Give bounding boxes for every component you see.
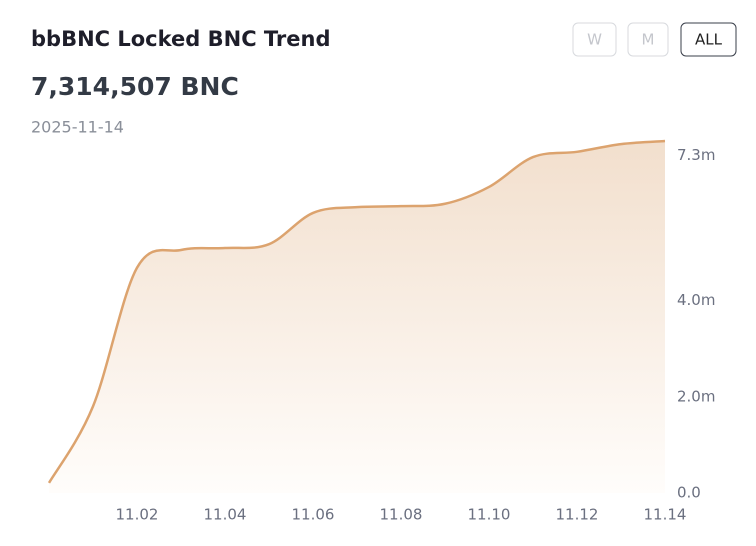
range-button[interactable]: ALL: [680, 22, 737, 57]
x-tick-label: 11.12: [556, 506, 599, 524]
button-bg: [572, 22, 617, 57]
y-tick-label: 4.0m: [677, 291, 715, 309]
x-tick-label: 11.08: [380, 506, 423, 524]
button-label: W: [587, 31, 602, 49]
line: [47, 139, 666, 484]
button-bg: [627, 22, 669, 57]
x-tick-label: 11.04: [204, 506, 247, 524]
x-tick-label: 11.06: [292, 506, 335, 524]
range-button[interactable]: W: [572, 22, 617, 57]
y-tick-label: 7.3m: [677, 146, 715, 164]
y-tick-label: 2.0m: [677, 387, 715, 405]
button-bg: [680, 22, 737, 57]
date: 2025-11-14: [31, 118, 124, 137]
x-tick-label: 11.14: [644, 506, 687, 524]
button-label: M: [642, 31, 655, 49]
area-fill: [49, 141, 665, 493]
title: bbBNC Locked BNC Trend: [31, 27, 331, 51]
x-tick-label: 11.02: [116, 506, 159, 524]
button-label: ALL: [695, 31, 723, 49]
y-tick-label: 0.0: [677, 484, 701, 502]
total: 7,314,507 BNC: [31, 72, 239, 101]
x-tick-label: 11.10: [468, 506, 511, 524]
range-button[interactable]: M: [627, 22, 669, 57]
